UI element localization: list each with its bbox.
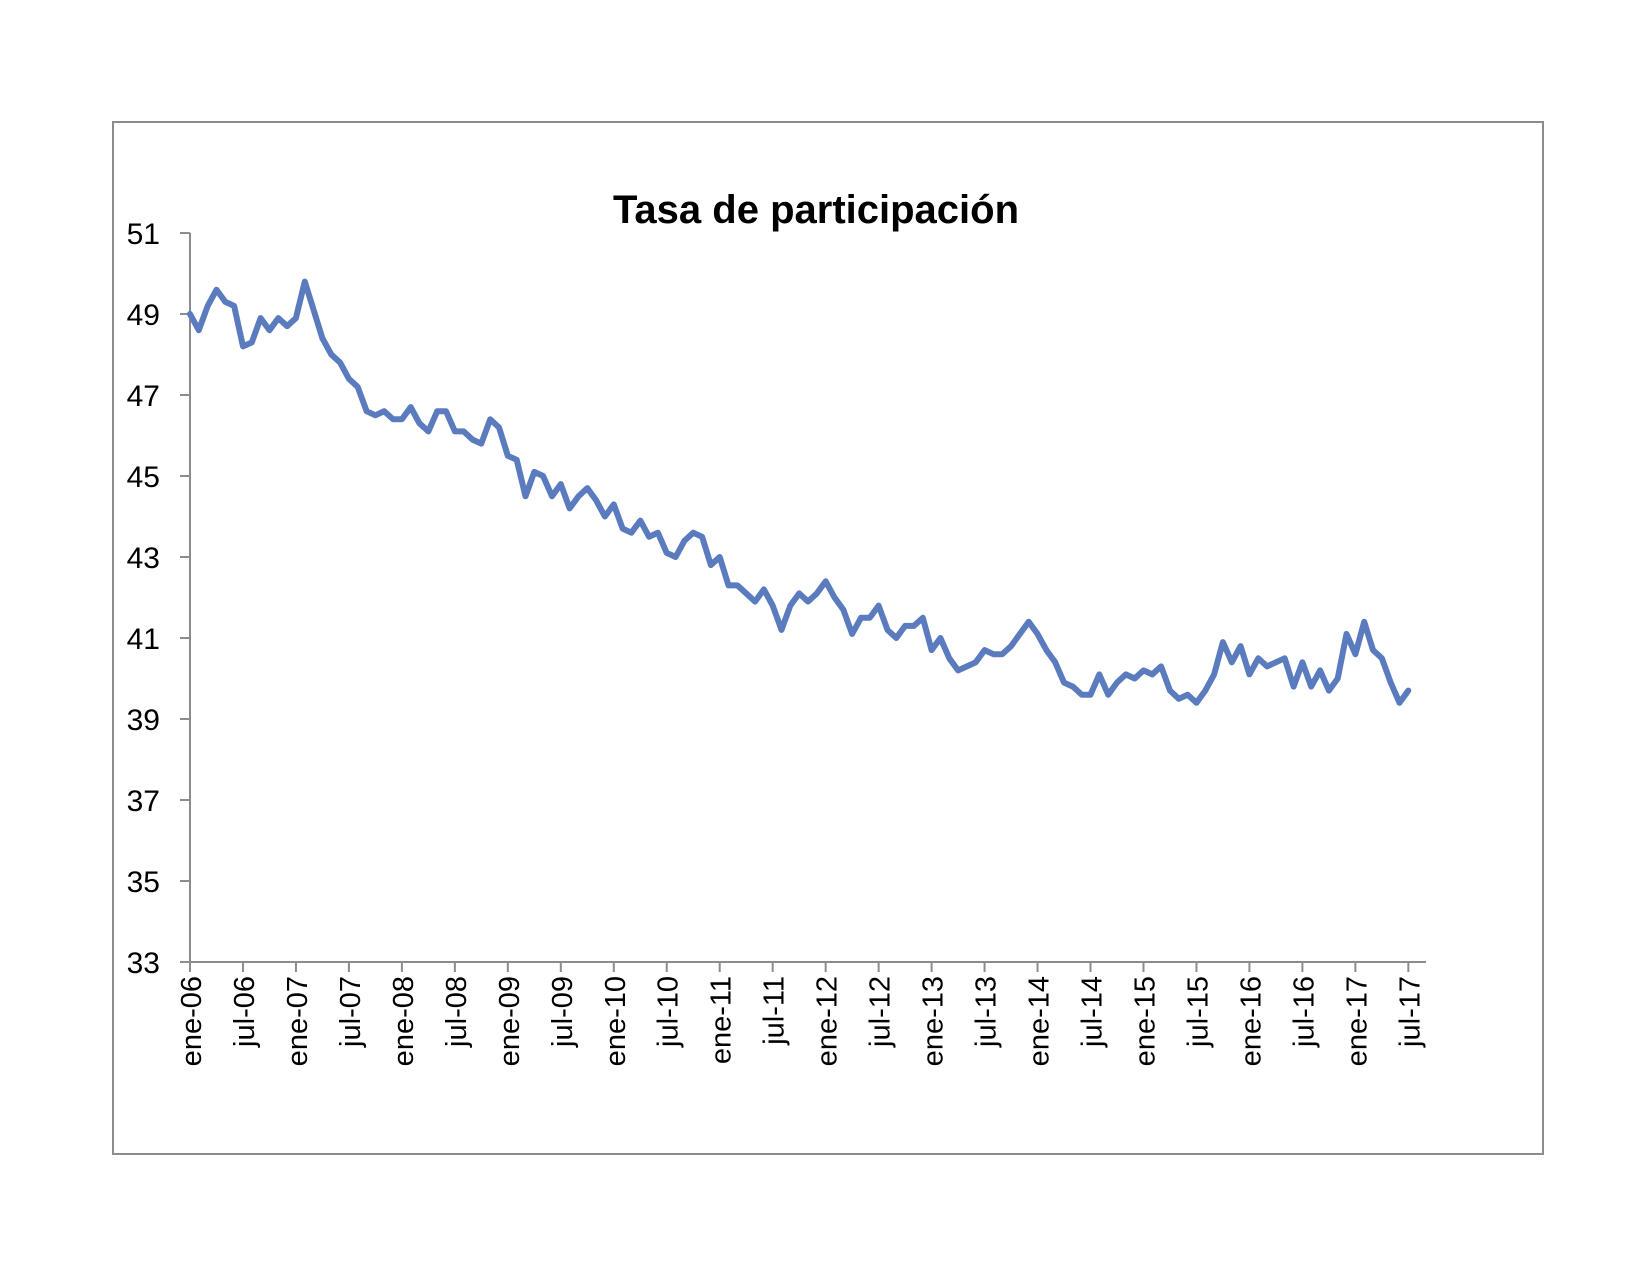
x-tick-label: ene-13 (918, 976, 950, 1066)
y-tick-label: 37 (127, 785, 160, 818)
x-tick-label: ene-07 (282, 976, 314, 1066)
x-tick-label: ene-14 (1024, 976, 1056, 1066)
y-tick-label: 51 (127, 218, 160, 251)
chart-title: Tasa de participación (613, 188, 1019, 232)
line-chart: Tasa de participación 33 35 37 39 41 43 45 47 49… (127, 188, 1427, 1066)
x-tick-label: jul-14 (1077, 976, 1109, 1048)
x-tick-label: ene-17 (1341, 976, 1373, 1066)
x-tick-label: ene-08 (388, 976, 420, 1066)
y-tick-label: 35 (127, 866, 160, 899)
x-tick-label: jul-16 (1288, 976, 1320, 1048)
y-tick-label: 47 (127, 380, 160, 413)
x-tick-label: ene-06 (176, 976, 208, 1066)
y-tick-label: 39 (127, 704, 160, 737)
y-tick-label: 45 (127, 461, 160, 494)
x-tick-label: jul-17 (1394, 976, 1426, 1048)
x-tick-label: ene-09 (494, 976, 526, 1066)
x-tick-label: jul-09 (547, 976, 579, 1048)
chart-area: Tasa de participación 33 35 37 39 41 43 45 47 49… (112, 121, 1544, 1155)
x-tick-label: jul-15 (1182, 976, 1214, 1048)
y-tick-label: 49 (127, 299, 160, 332)
x-tick-label: ene-15 (1129, 976, 1161, 1066)
y-axis: 33 35 37 39 41 43 45 47 49 51 (127, 218, 191, 980)
series-line (187, 278, 1412, 706)
x-tick-label: jul-06 (229, 976, 261, 1048)
x-tick-label: jul-10 (653, 976, 685, 1048)
x-axis: ene-06 jul-06 ene-07 jul-07 ene-08 jul-08 ene-… (176, 961, 1426, 1066)
y-tick-label: 41 (127, 623, 160, 656)
x-tick-label: jul-07 (335, 976, 367, 1048)
data-series (187, 278, 1412, 706)
x-tick-label: jul-13 (971, 976, 1003, 1048)
y-tick-label: 43 (127, 542, 160, 575)
y-tick-label: 33 (127, 947, 160, 980)
x-tick-label: jul-11 (759, 976, 791, 1046)
x-tick-label: jul-08 (441, 976, 473, 1048)
x-tick-label: jul-12 (865, 976, 897, 1048)
x-tick-label: ene-12 (812, 976, 844, 1066)
x-tick-label: ene-10 (600, 976, 632, 1066)
x-tick-label: ene-16 (1235, 976, 1267, 1066)
x-tick-label: ene-11 (706, 976, 738, 1064)
